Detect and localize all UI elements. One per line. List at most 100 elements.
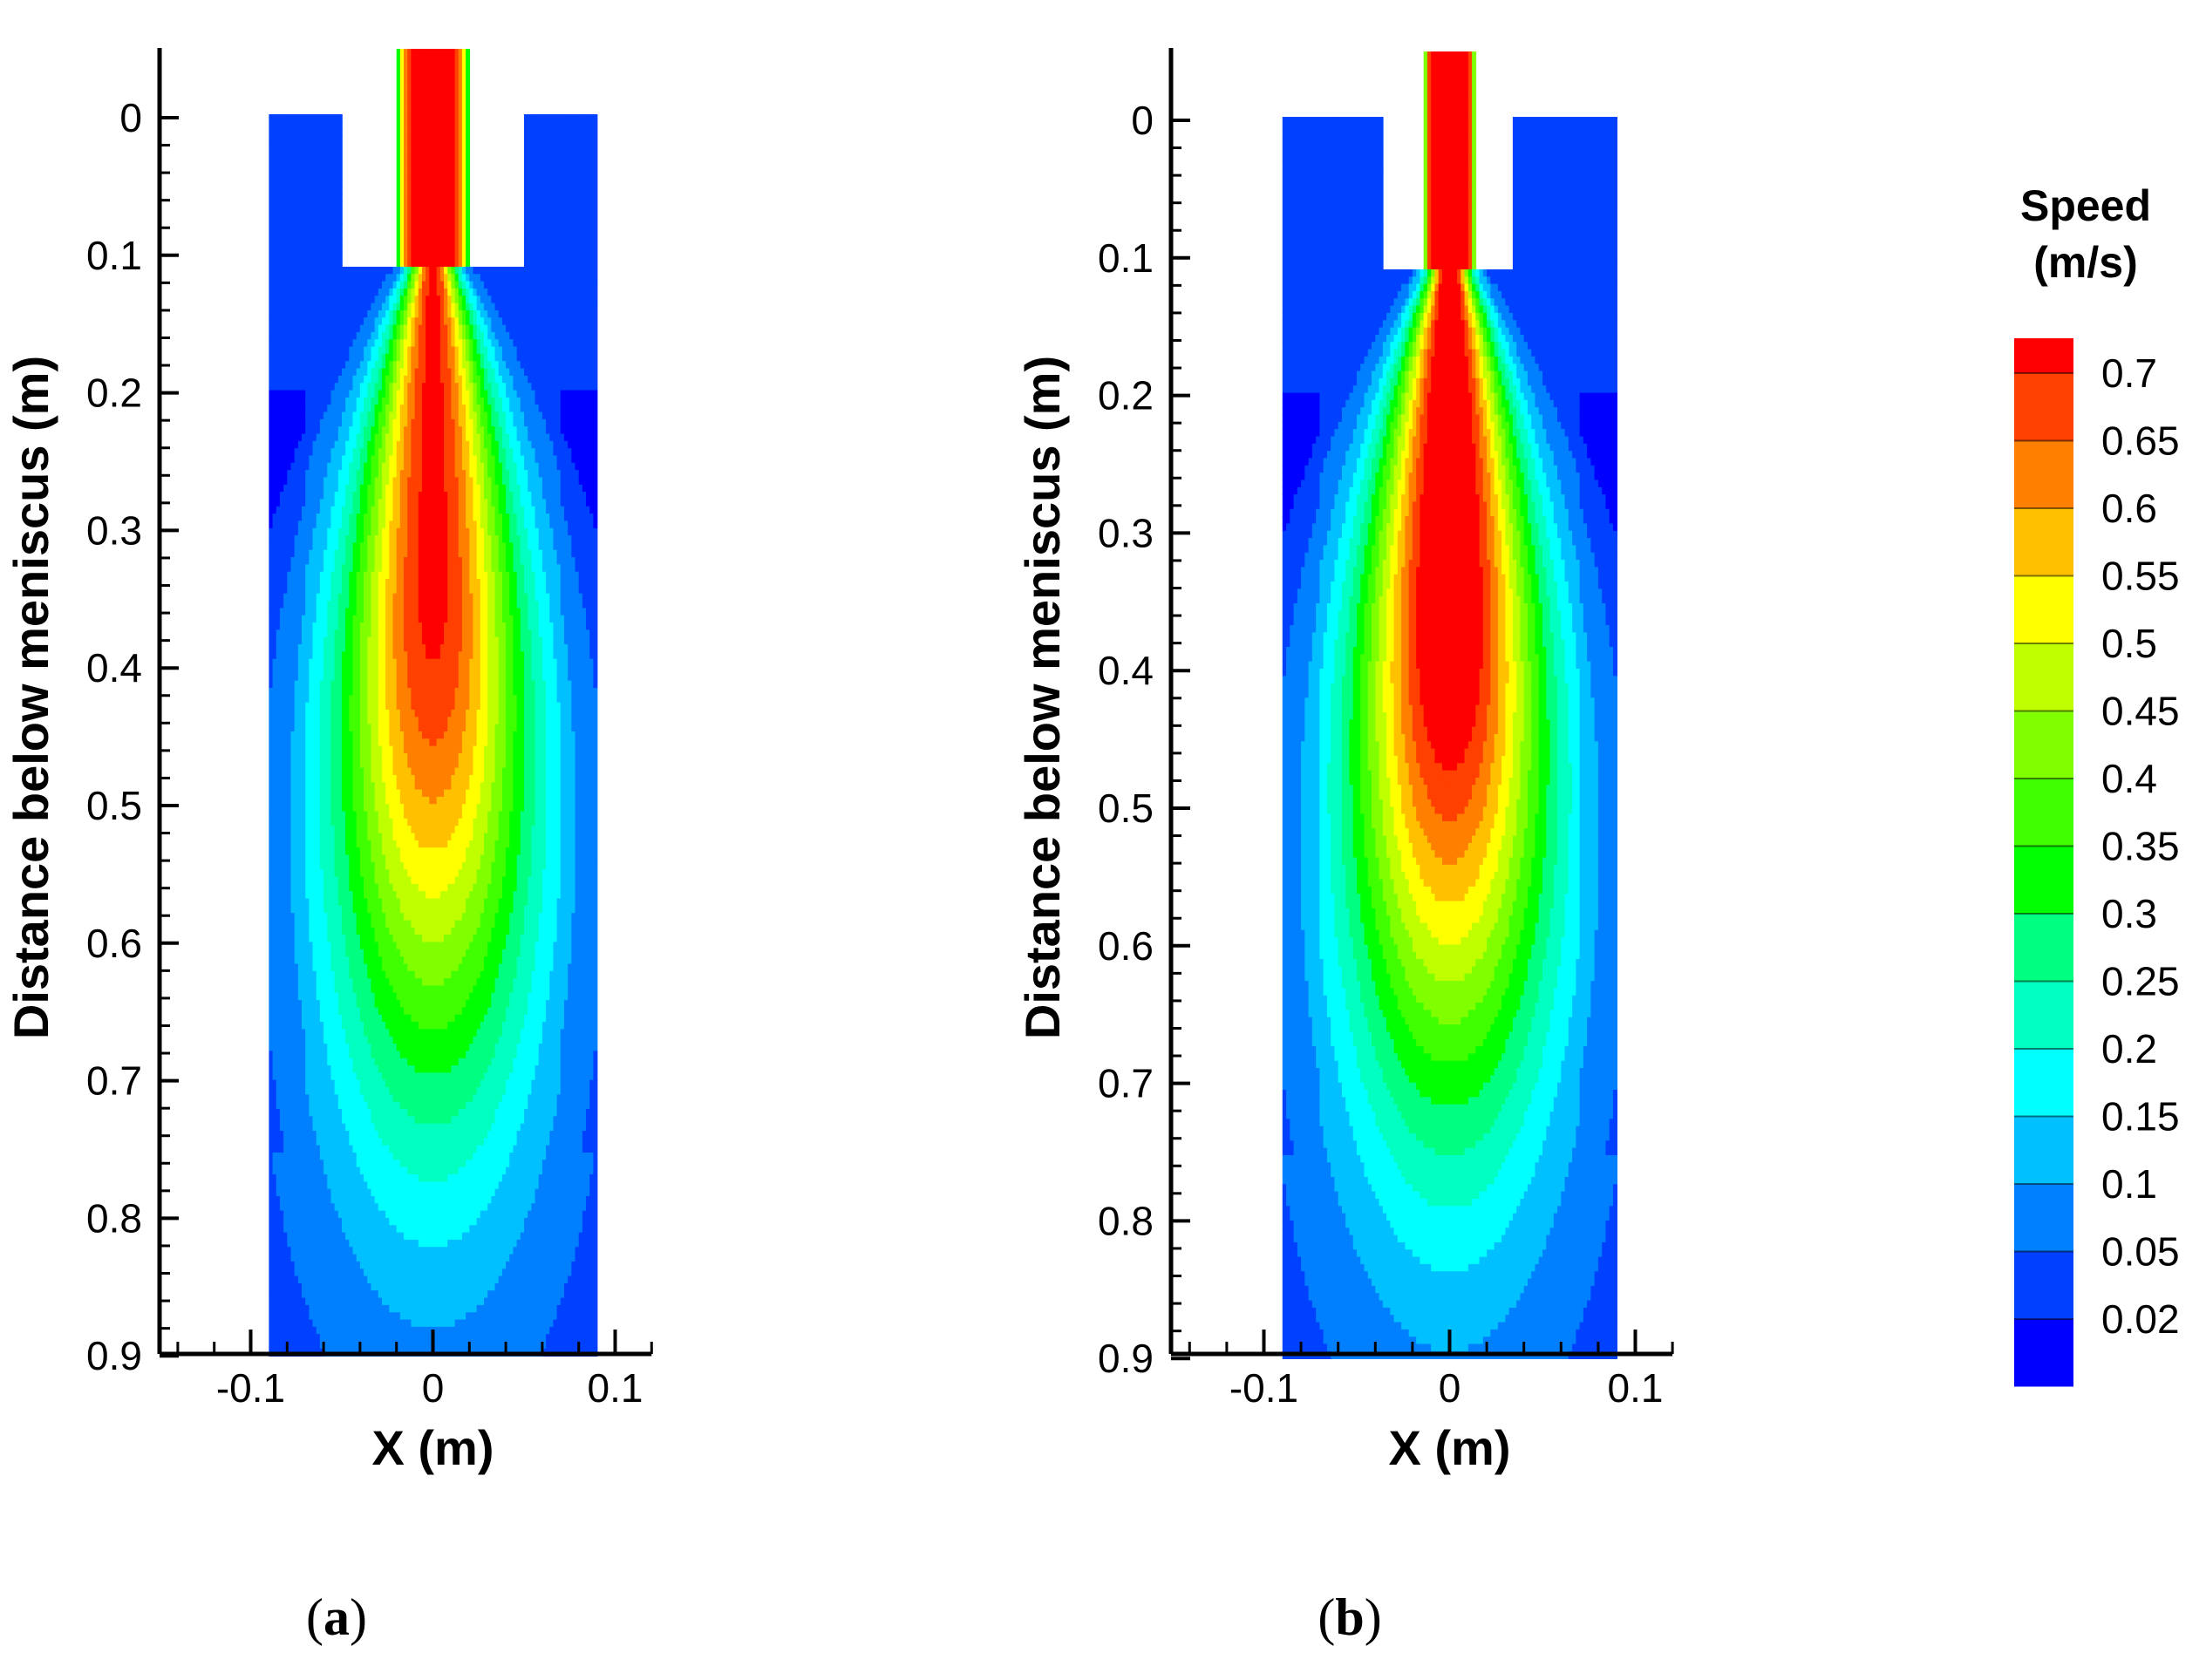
contour-cell	[466, 208, 470, 216]
contour-cell	[338, 223, 343, 231]
contour-cell	[593, 317, 597, 325]
contour-cell	[466, 121, 470, 129]
contour-cell	[466, 99, 470, 107]
contour-cell	[466, 49, 470, 57]
contour-cell	[593, 208, 597, 216]
contour-cell	[466, 64, 470, 71]
contour-cell	[593, 391, 597, 398]
contour-cell	[593, 398, 597, 405]
contour-cell	[593, 173, 597, 180]
contour-cell	[338, 121, 343, 129]
contour-cell	[593, 296, 597, 303]
contour-cell	[466, 252, 470, 260]
contour-cell	[593, 310, 597, 318]
contour-cell	[593, 441, 597, 449]
contour-cell	[593, 383, 597, 391]
contour-cell	[593, 354, 597, 362]
contour-cell	[593, 332, 597, 340]
contour-cell	[466, 136, 470, 144]
contour-cell	[338, 114, 343, 122]
contour-cell	[466, 71, 470, 78]
contour-cell	[338, 201, 343, 209]
contour-cell	[466, 223, 470, 231]
contour-cell	[466, 158, 470, 166]
contour-cell	[466, 238, 470, 246]
contour-cell	[593, 412, 597, 420]
contour-cell	[466, 92, 470, 100]
contour-cell	[338, 151, 343, 159]
contour-cell	[593, 470, 597, 478]
contour-cell	[593, 238, 597, 246]
contour-cell	[593, 201, 597, 209]
contour-cell	[466, 194, 470, 202]
contour-cell	[466, 78, 470, 85]
contour-cell	[593, 405, 597, 412]
contour-cell	[593, 339, 597, 347]
contour-cell	[593, 187, 597, 194]
contour-cell	[593, 434, 597, 442]
contour-cell	[466, 173, 470, 180]
contour-cell	[593, 426, 597, 434]
contour-cell	[466, 230, 470, 238]
contour-cell	[593, 376, 597, 384]
contour-cell	[466, 114, 470, 122]
contour-cell	[593, 223, 597, 231]
contour-cell	[466, 260, 470, 268]
contour-cell	[593, 245, 597, 253]
contour-cell	[593, 260, 597, 268]
contour-cell	[593, 129, 597, 137]
contour-cell	[593, 143, 597, 151]
contour-cell	[593, 369, 597, 377]
contour-cell	[466, 216, 470, 224]
contour-cell	[466, 56, 470, 64]
contour-cell	[593, 282, 597, 289]
contour-cell	[593, 463, 597, 471]
contour-cell	[593, 114, 597, 122]
contour-cell	[338, 187, 343, 194]
contour-cell	[466, 245, 470, 253]
contour-cell	[466, 107, 470, 115]
contour-cell	[593, 230, 597, 238]
contour-cell	[338, 173, 343, 180]
contour-cell	[466, 201, 470, 209]
contour-cell	[338, 143, 343, 151]
contour-cell	[338, 136, 343, 144]
contour-cell	[593, 121, 597, 129]
contour-cell	[466, 151, 470, 159]
contour-cell	[593, 267, 597, 275]
contour-cell	[593, 448, 597, 456]
contour-cell	[338, 165, 343, 173]
contour-cell	[466, 165, 470, 173]
contour-cell	[338, 245, 343, 253]
panel-a: 00.10.20.30.40.50.60.70.80.9-0.1 0 0.1X (m…	[3, 48, 651, 1646]
contour-cell	[593, 361, 597, 369]
contour-cell	[338, 230, 343, 238]
contour-cell	[593, 252, 597, 260]
contour-cell	[338, 129, 343, 137]
contour-cell	[593, 303, 597, 311]
contour-cell	[466, 187, 470, 194]
speed-contour-field	[269, 49, 597, 1357]
contour-cell	[466, 129, 470, 137]
contour-cell	[338, 216, 343, 224]
contour-cell	[338, 238, 343, 246]
contour-cell	[338, 260, 343, 268]
contour-cell	[466, 143, 470, 151]
contour-cell	[593, 289, 597, 296]
contour-cell	[593, 347, 597, 355]
contour-cell	[593, 151, 597, 159]
contour-cell	[338, 208, 343, 216]
contour-cell	[593, 180, 597, 187]
contour-cell	[593, 136, 597, 144]
contour-cell	[593, 274, 597, 282]
contour-cell	[466, 180, 470, 187]
contour-cell	[338, 252, 343, 260]
contour-cell	[338, 180, 343, 187]
contour-cell	[593, 158, 597, 166]
contour-cell	[593, 419, 597, 427]
contour-cell	[338, 158, 343, 166]
contour-cell	[338, 194, 343, 202]
contour-cell	[593, 165, 597, 173]
contour-cell	[593, 194, 597, 202]
